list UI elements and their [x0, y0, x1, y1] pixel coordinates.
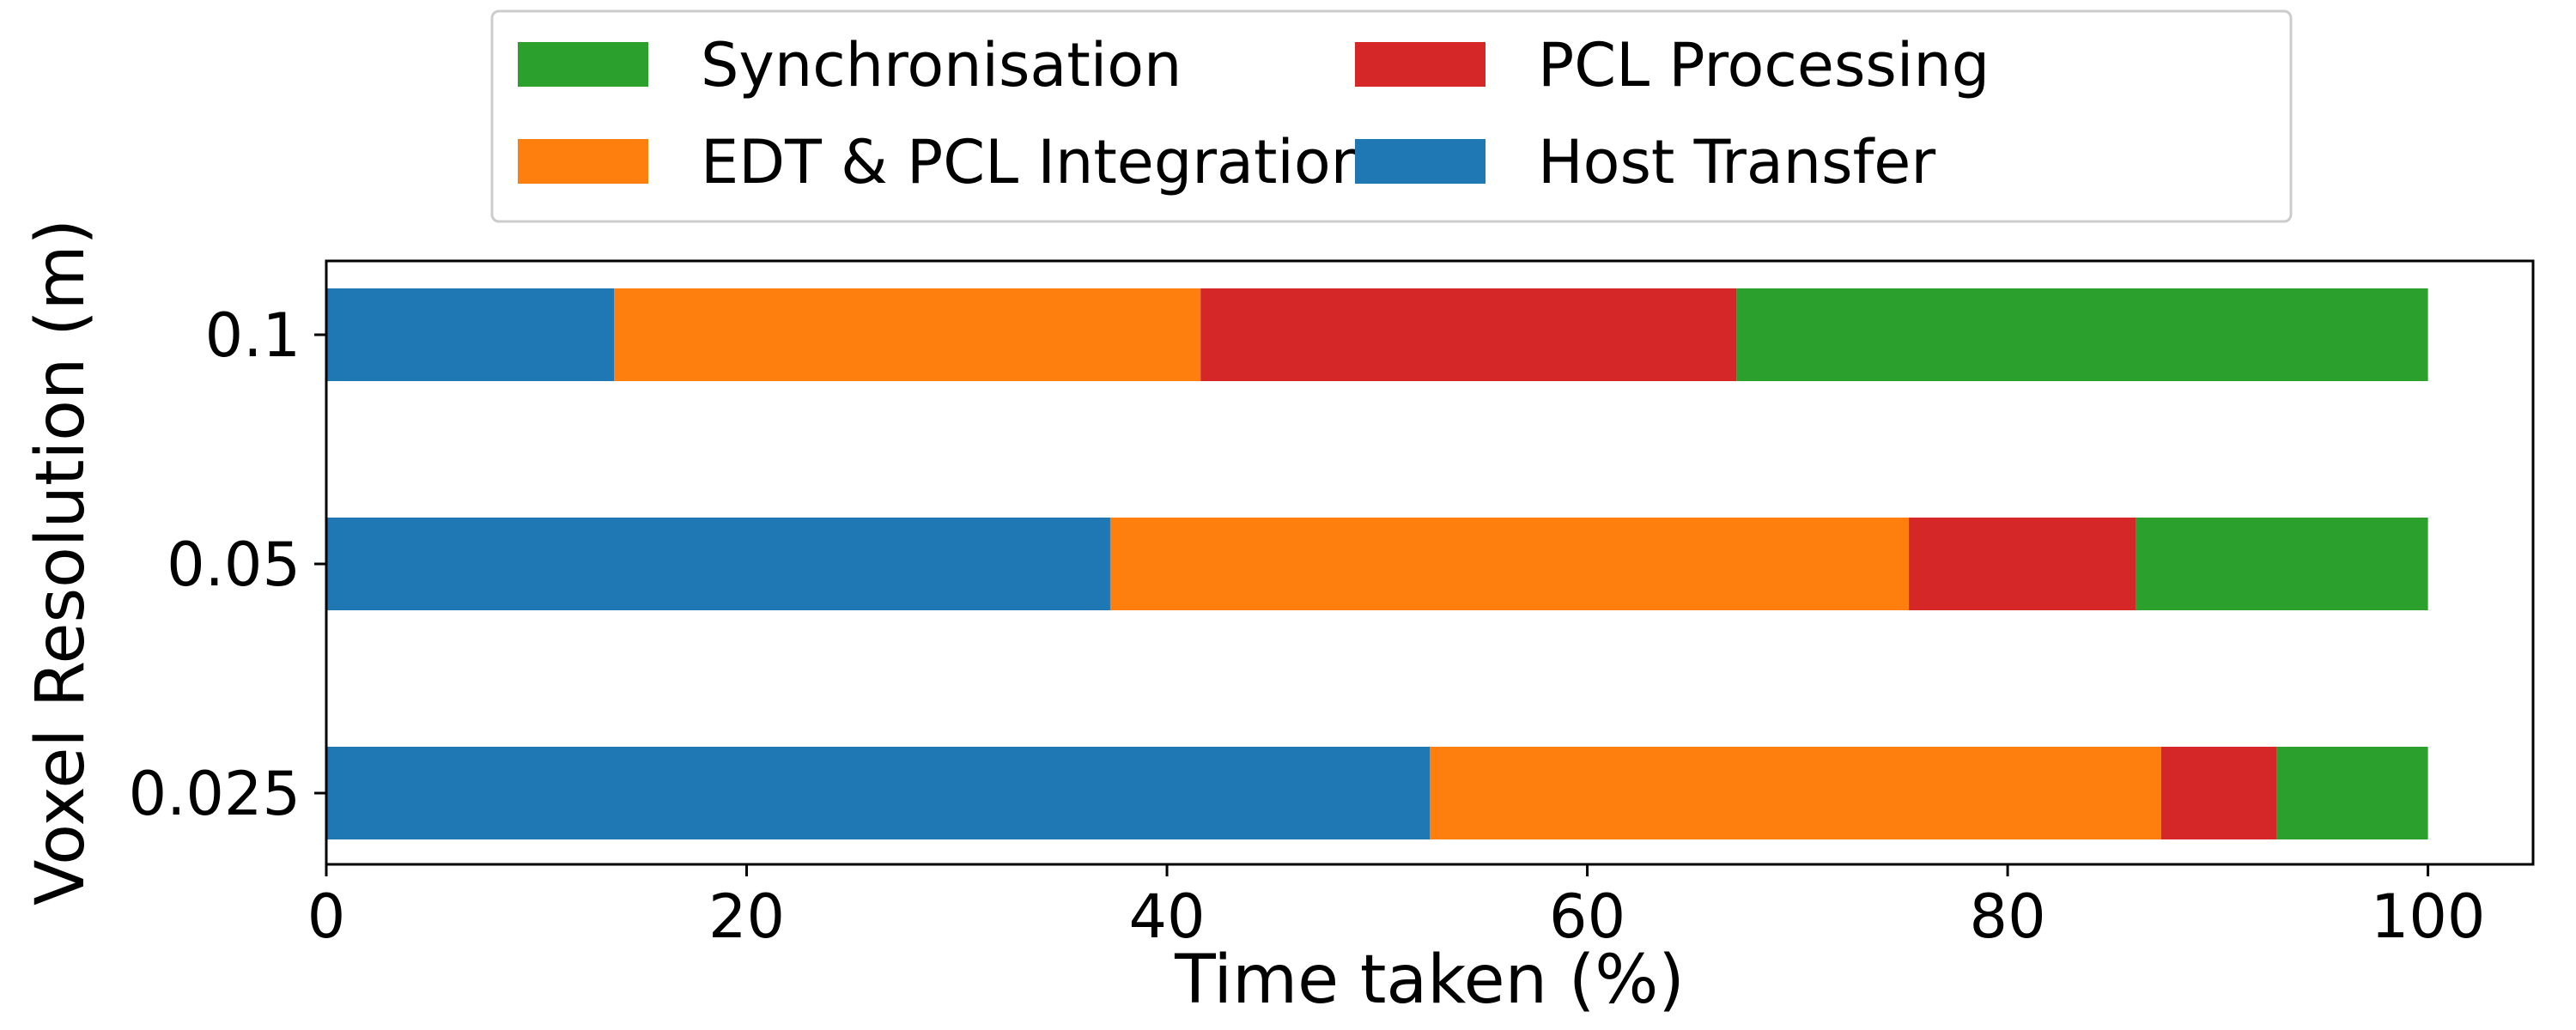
- bar-segment-0.025-pcl-processing: [2160, 747, 2277, 839]
- legend-label-pcl-processing: PCL Processing: [1538, 30, 1990, 100]
- x-axis-label: Time taken (%): [1174, 942, 1685, 1019]
- legend-swatch-pcl-processing: [1355, 42, 1485, 87]
- x-tick-label: 40: [1129, 882, 1206, 952]
- bar-segment-0.025-host-transfer: [326, 747, 1430, 839]
- x-tick-label: 60: [1549, 882, 1625, 952]
- bar-segment-0.05-synchronisation: [2136, 518, 2428, 610]
- y-tick-label: 0.1: [205, 300, 301, 371]
- y-axis-label: Voxel Resolution (m): [22, 219, 100, 906]
- bar-segment-0.1-edt-pcl-integration: [614, 288, 1201, 381]
- legend-label-edt-pcl-integration: EDT & PCL Integration: [701, 127, 1369, 197]
- bar-segment-0.05-host-transfer: [326, 518, 1110, 610]
- bar-segment-0.1-pcl-processing: [1200, 288, 1737, 381]
- legend-label-synchronisation: Synchronisation: [701, 30, 1182, 100]
- legend-label-host-transfer: Host Transfer: [1538, 127, 1935, 197]
- legend: Synchronisation EDT & PCL Integration PCL …: [490, 9, 2293, 223]
- bars-layer: [326, 288, 2428, 839]
- x-tick-label: 20: [708, 882, 785, 952]
- bar-segment-0.025-synchronisation: [2276, 747, 2428, 839]
- x-axis-ticks: 0 20 40 60 80 100: [307, 864, 2486, 952]
- y-tick-label: 0.05: [167, 530, 301, 600]
- bar-segment-0.1-host-transfer: [326, 288, 615, 381]
- x-tick-label: 80: [1970, 882, 2046, 952]
- y-axis-ticks: 0.1 0.05 0.025: [129, 300, 326, 829]
- bar-segment-0.05-edt-pcl-integration: [1109, 518, 1910, 610]
- y-tick-label: 0.025: [129, 759, 301, 829]
- x-tick-label: 0: [307, 882, 346, 952]
- legend-swatch-edt-pcl-integration: [518, 139, 648, 184]
- bar-segment-0.05-pcl-processing: [1909, 518, 2136, 610]
- legend-frame: [490, 9, 2293, 223]
- bar-segment-0.1-synchronisation: [1736, 288, 2428, 381]
- legend-swatch-host-transfer: [1355, 139, 1485, 184]
- x-tick-label: 100: [2371, 882, 2486, 952]
- legend-swatch-synchronisation: [518, 42, 648, 87]
- bar-segment-0.025-edt-pcl-integration: [1430, 747, 2161, 839]
